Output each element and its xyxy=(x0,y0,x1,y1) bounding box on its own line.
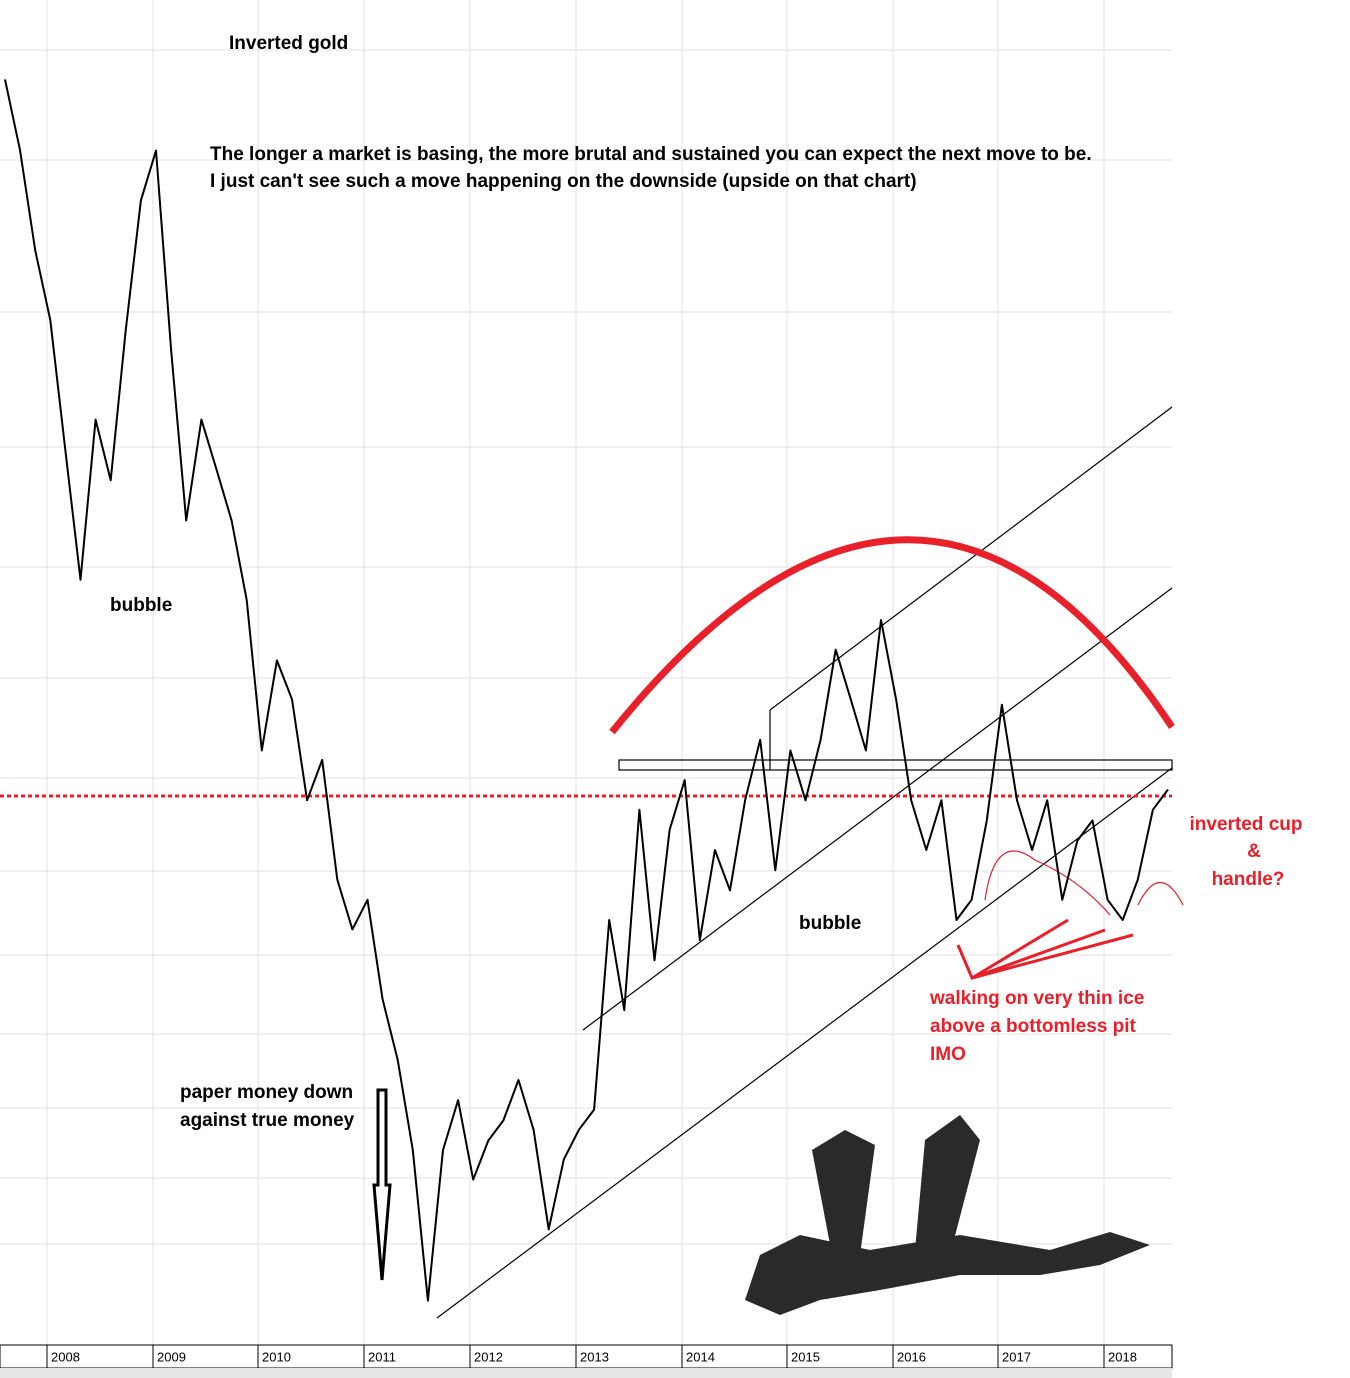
x-tick-label: 2012 xyxy=(474,1349,503,1364)
annotation: bubble xyxy=(799,913,861,934)
x-tick-label: 2016 xyxy=(897,1349,926,1364)
x-tick-label: 2015 xyxy=(791,1349,820,1364)
x-tick-label: 2008 xyxy=(51,1349,80,1364)
annotation: & xyxy=(1247,841,1261,862)
x-tick-label: 2011 xyxy=(368,1349,396,1364)
price-line xyxy=(4,79,1169,1302)
annotation: paper money down xyxy=(180,1082,353,1103)
x-tick-label: 2010 xyxy=(262,1349,291,1364)
x-tick-label: 2018 xyxy=(1108,1349,1137,1364)
plot-background xyxy=(0,0,1172,1345)
down-arrow xyxy=(372,1088,392,1281)
red-arc xyxy=(609,536,1175,735)
annotation: against true money xyxy=(180,1110,355,1131)
x-tick-label: 2013 xyxy=(580,1349,609,1364)
annotation: handle? xyxy=(1212,869,1285,890)
annotation: I just can't see such a move happening o… xyxy=(210,171,917,192)
annotation: Inverted gold xyxy=(229,33,348,54)
annotation: bubble xyxy=(110,595,172,616)
trend-lines xyxy=(436,406,1173,1319)
x-tick-label: 2017 xyxy=(1002,1349,1031,1364)
annotation: walking on very thin ice xyxy=(929,988,1144,1009)
red-pointers xyxy=(956,918,1134,981)
annotation: The longer a market is basing, the more … xyxy=(210,144,1092,165)
bottom-strip xyxy=(0,1368,1172,1378)
annotation: above a bottomless pit xyxy=(930,1016,1137,1037)
annotation: inverted cup xyxy=(1190,814,1303,835)
horizontal-gridlines xyxy=(0,0,1172,1345)
x-tick-label: 2009 xyxy=(157,1349,186,1364)
dead-cat-drawing xyxy=(745,1115,1150,1315)
x-tick-label: 2014 xyxy=(686,1349,715,1364)
cup-handle-sketch xyxy=(984,850,1184,916)
annotation: IMO xyxy=(930,1044,966,1065)
